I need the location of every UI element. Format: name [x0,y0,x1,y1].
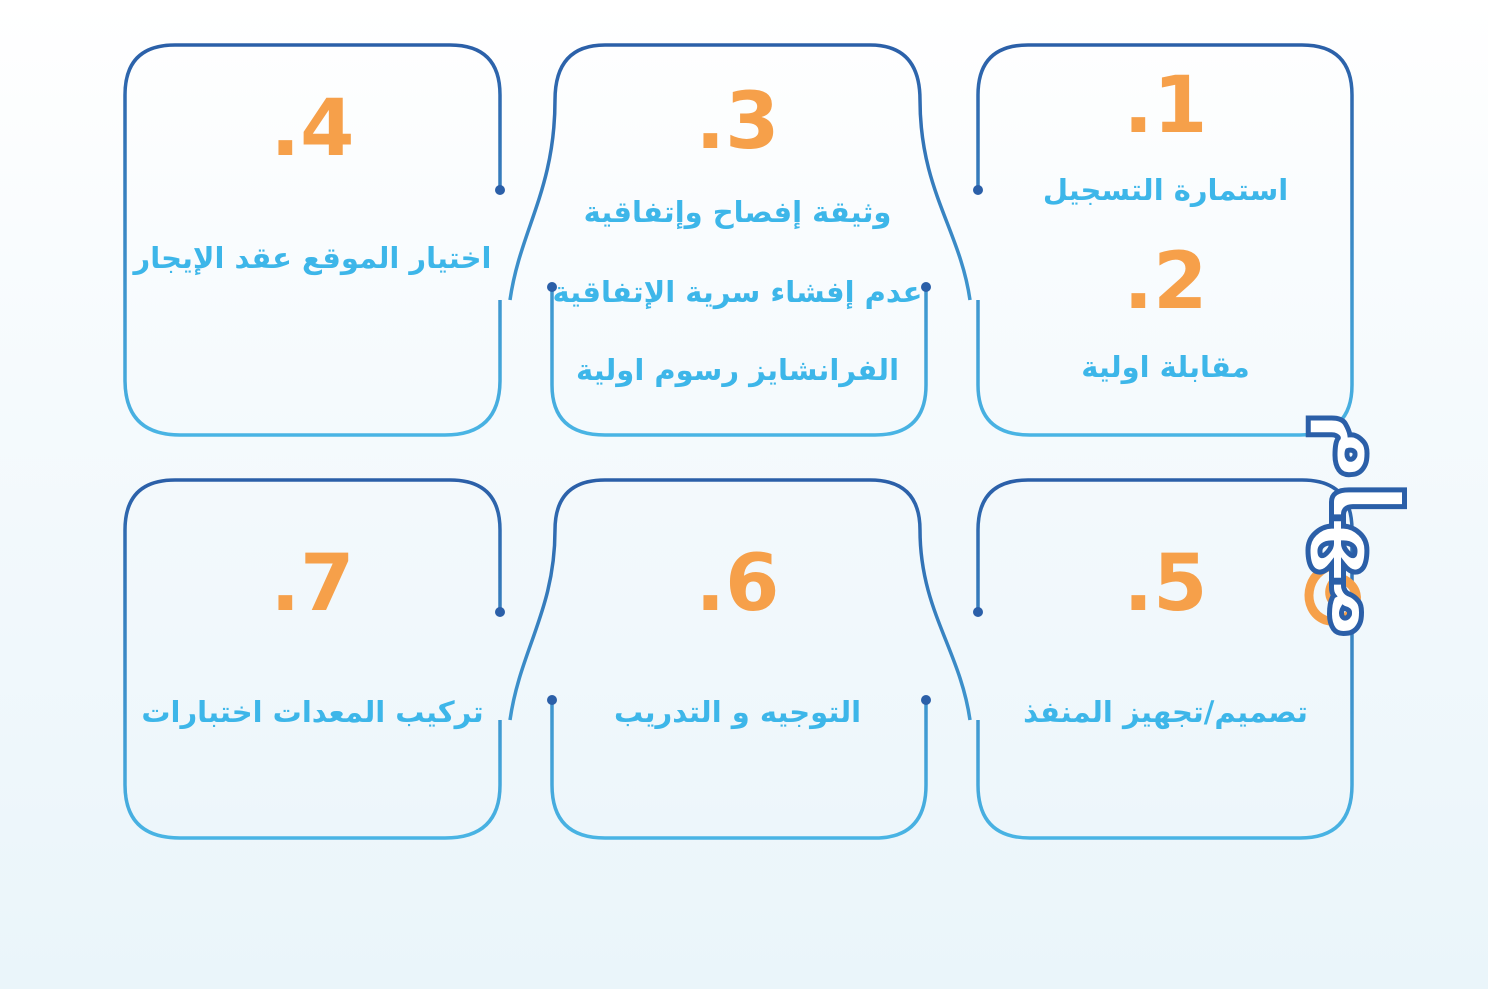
step-number: .7 [270,539,355,629]
step-number: .2 [1123,237,1208,327]
card-step-3: .3 وثيقة إفصاح وإتفاقية عدم إفشاء سرية ا… [550,45,925,435]
card-6-border [508,478,972,840]
step-text: مقابلة اولية [1081,350,1250,384]
card-step-6: .6 التوجيه و التدريب [550,480,925,838]
step-text: التوجيه و التدريب [613,695,862,729]
connector-dot [973,607,983,617]
step-number: .4 [270,84,355,174]
card-4-border [123,43,502,437]
connector-dot [547,695,557,705]
orange-dot-icon [1304,560,1361,626]
card-1-border [976,43,1354,437]
card-5-border [976,478,1354,840]
step-number: .5 [1123,539,1208,629]
card-steps-1-2: .1 استمارة التسجيل .2 مقابلة اولية [978,45,1353,435]
card-step-5: .5 تصميم/تجهيز المنفذ [978,480,1353,838]
step-text: الفرانشايز رسوم اولية [575,353,900,387]
card-step-4: .4 اختيار الموقع عقد الإيجار [125,45,500,435]
step-text: وثيقة إفصاح وإتفاقية [583,195,892,229]
step-text: تصميم/تجهيز المنفذ [1023,695,1308,729]
card-step-7: .7 تركيب المعدات اختبارات [125,480,500,838]
step-text: اختيار الموقع عقد الإيجار [133,241,492,275]
card-7-border [123,478,502,840]
connector-dot [547,282,557,292]
step-number: .3 [695,77,780,167]
connector-dot [973,185,983,195]
step-number: .1 [1123,61,1208,151]
card-3-border [508,43,972,437]
connector-dot [921,282,931,292]
step-number: .6 [695,539,780,629]
step-text: عدم إفشاء سرية الإتفاقية [552,275,923,309]
step-text: استمارة التسجيل [1042,173,1289,207]
connector-dot [495,607,505,617]
step-text: تركيب المعدات اختبارات [141,695,484,729]
connector-dot [921,695,931,705]
connector-dot [495,185,505,195]
